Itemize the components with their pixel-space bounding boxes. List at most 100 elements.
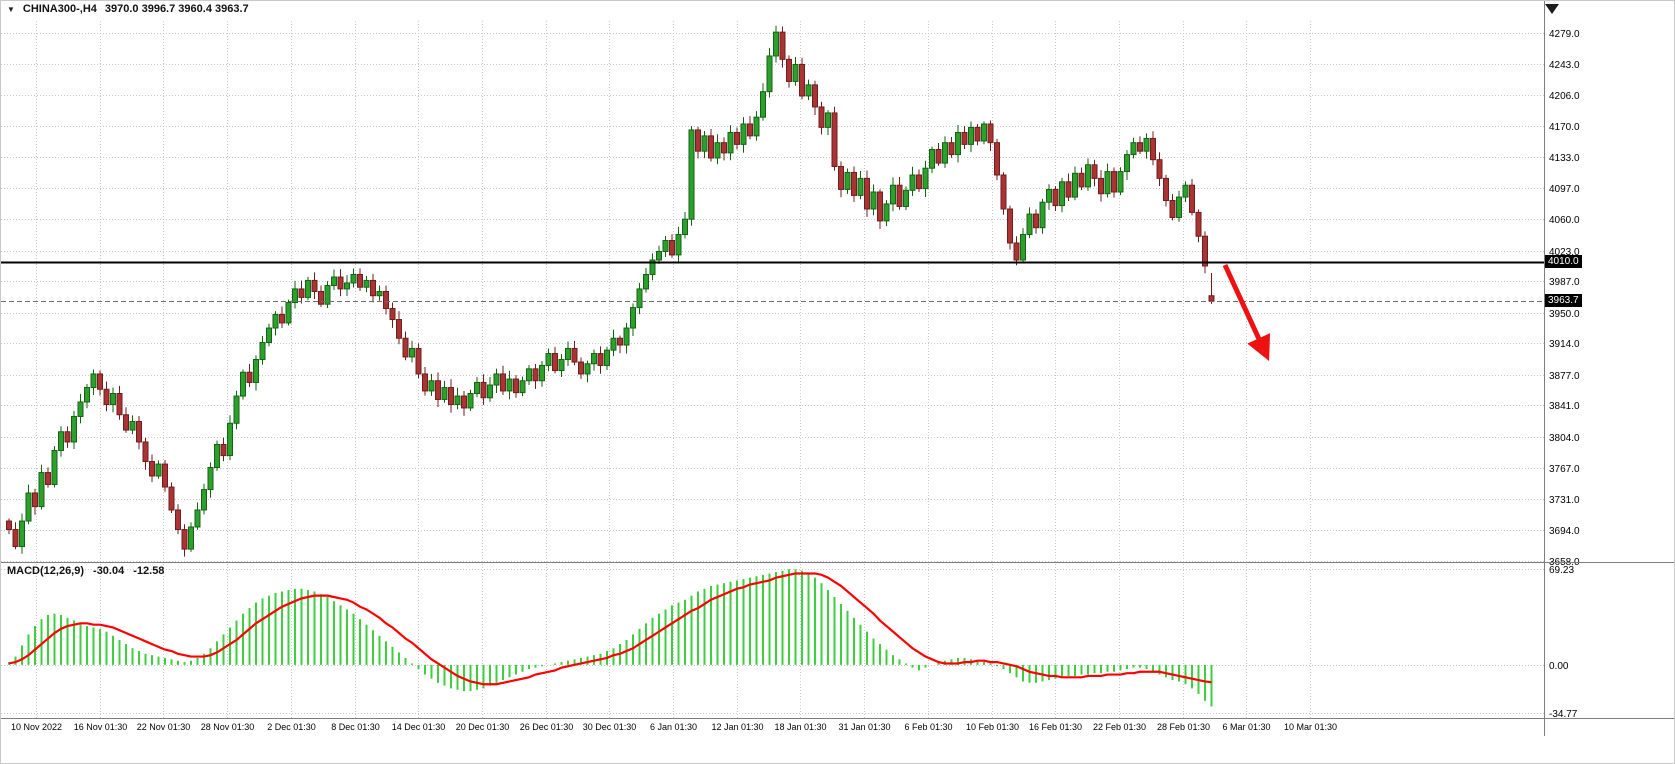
candle [1098,177,1104,195]
macd-name: MACD(12,26,9) [7,565,85,577]
price-tick-label: 3987.0 [1549,277,1580,288]
candle [1163,177,1169,201]
candle [571,347,578,363]
candle [760,91,766,118]
candle [272,313,279,329]
candle [708,135,714,159]
candle [584,363,591,375]
price-tick-label: 3914.0 [1549,339,1580,350]
candle [311,279,318,292]
candle [1150,137,1156,161]
candle [896,184,903,207]
candle [799,63,805,97]
candle [675,234,682,256]
candle [838,165,844,190]
candle [1195,211,1202,237]
time-axis-label: 16 Feb 01:30 [1029,722,1082,732]
candle [526,368,532,382]
candle [58,431,64,451]
candle [298,288,305,298]
time-axis-label: 26 Dec 01:30 [520,722,574,732]
candle [1020,234,1026,261]
candle [922,167,929,190]
candle [727,131,734,154]
candle [71,415,77,443]
candle [1104,171,1111,195]
candle [812,84,818,108]
price-tick-label: 4133.0 [1549,153,1580,164]
candle [116,393,123,416]
candle [168,486,175,511]
candle [974,126,981,142]
candle [227,422,233,457]
chart-plot-area[interactable] [1,1,1544,718]
price-tick-label: 3950.0 [1549,309,1580,320]
candle [506,378,513,392]
candle [656,251,662,261]
candle [688,129,695,220]
candle [994,142,1000,176]
candle [636,288,643,309]
candle [909,174,916,191]
candle [1078,172,1085,188]
price-tick-label: 3877.0 [1549,371,1580,382]
candle [1182,184,1189,198]
chart-titlebar: ▼ CHINA300-,H4 3970.0 3996.7 3960.4 3963… [7,3,249,15]
candle [246,371,253,383]
price-tick-label: 4060.0 [1549,215,1580,226]
candle [701,135,708,152]
candle [19,520,25,548]
time-axis-label: 10 Nov 2022 [11,722,62,732]
candle [1065,181,1072,198]
candle [396,319,402,339]
macd-tick-label: -34.77 [1549,709,1578,720]
candle [194,509,201,528]
candle [968,126,974,145]
candle [12,529,19,548]
candle [175,509,181,531]
candle [1143,137,1150,152]
candle [1117,171,1124,193]
trend-arrow-object[interactable] [1222,263,1271,362]
candle [597,353,604,366]
candle [77,401,84,417]
candle [474,381,480,395]
candle [454,395,461,406]
candle [1052,188,1059,207]
candle [201,489,207,511]
candle [441,387,448,400]
candle [467,393,474,409]
candle [448,387,454,406]
time-axis-label: 22 Feb 01:30 [1093,722,1146,732]
candle [604,349,610,366]
time-axis-label: 22 Nov 01:30 [137,722,191,732]
time-axis-label: 10 Mar 01:30 [1284,722,1337,732]
symbol-dropdown-icon[interactable]: ▼ [7,4,15,14]
candle [233,395,240,424]
chart-shift-marker-icon[interactable] [1545,4,1559,14]
candle [766,55,773,93]
candle [779,31,786,60]
macd-indicator-label: MACD(12,26,9) -30.04 -12.58 [7,565,164,577]
candle [643,273,649,290]
candle [935,148,942,164]
candle [32,492,38,508]
candle [1176,196,1182,219]
candle [1091,164,1098,179]
time-axis-label: 14 Dec 01:30 [392,722,446,732]
candle [786,58,792,82]
candle [539,364,545,382]
candle [513,378,519,394]
candle [558,358,565,372]
candle [1137,142,1143,152]
candle [461,395,467,409]
candle [903,189,909,207]
time-axis-label: 16 Nov 01:30 [74,722,128,732]
candle [363,279,370,288]
current-price-badge: 3963.7 [1545,294,1582,308]
candle [844,171,851,190]
candle [519,380,526,394]
candle [565,347,571,360]
candle [1111,171,1117,193]
